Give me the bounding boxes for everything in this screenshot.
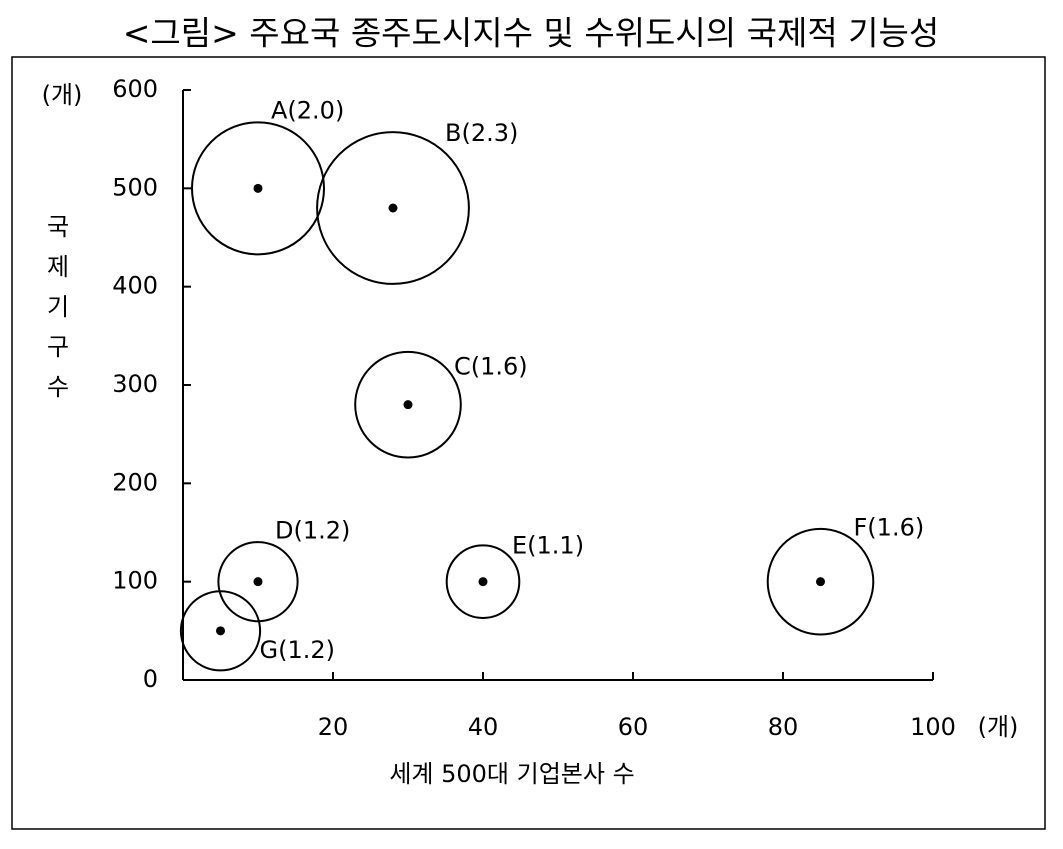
bubble — [191, 121, 325, 256]
bubble-center — [388, 203, 398, 213]
bubble-center — [253, 183, 263, 193]
x-tick-label: 40 — [468, 713, 499, 741]
bubble-label: D(1.2) — [275, 517, 350, 545]
bubble — [179, 590, 262, 672]
y-tick-label: 300 — [112, 370, 158, 398]
bubble-label: F(1.6) — [854, 514, 925, 542]
y-tick-label: 200 — [112, 468, 158, 496]
bubble-label: G(1.2) — [260, 636, 336, 664]
x-tick-label: 100 — [910, 713, 956, 741]
bubble — [316, 131, 470, 285]
bubble-label: B(2.3) — [445, 119, 518, 147]
bubble-label: E(1.1) — [512, 532, 584, 560]
bubble-center — [253, 577, 263, 587]
y-tick-label: 500 — [112, 173, 158, 201]
y-tick-label: 400 — [112, 272, 158, 300]
bubble — [445, 544, 521, 619]
y-unit: (개) — [42, 81, 83, 109]
bubble — [354, 350, 462, 459]
frame — [11, 56, 1046, 830]
x-tick-label: 60 — [618, 713, 649, 741]
bubble-center — [816, 577, 825, 587]
bubble-center — [216, 626, 225, 636]
x-tick-label: 20 — [318, 713, 349, 741]
x-unit: (개) — [978, 713, 1019, 741]
y-tick-label: 100 — [112, 567, 158, 595]
bubble-center — [403, 400, 413, 410]
chart-title: <그림> 주요국 종주도시지수 및 수위도시의 국제적 기능성 — [123, 14, 940, 53]
bubble — [766, 527, 875, 636]
bubble-label: A(2.0) — [271, 96, 344, 124]
x-axis-label: 세계 500대 기업본사 수 — [389, 760, 634, 788]
y-tick-label: 0 — [143, 665, 158, 693]
bubble-label: C(1.6) — [454, 353, 528, 381]
y-tick-label: 600 — [112, 75, 158, 103]
bubble-center — [478, 577, 488, 587]
x-tick-label: 80 — [768, 713, 799, 741]
